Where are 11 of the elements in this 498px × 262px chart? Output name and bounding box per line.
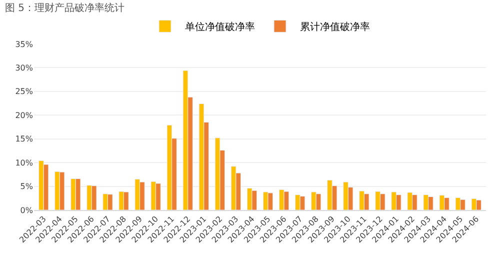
y-tick-label: 10% bbox=[15, 158, 34, 168]
y-tick-label: 15% bbox=[15, 134, 34, 144]
y-tick-label: 35% bbox=[15, 40, 34, 49]
y-tick-label: 5% bbox=[20, 182, 34, 192]
y-tick-label: 25% bbox=[15, 87, 34, 96]
legend-label: 单位净值破净率 bbox=[185, 21, 255, 34]
y-tick-label: 30% bbox=[15, 64, 34, 73]
chart-title: 图 5：理财产品破净率统计 bbox=[4, 2, 125, 14]
y-tick-label: 20% bbox=[15, 110, 34, 120]
y-tick-label: 0% bbox=[20, 206, 34, 215]
legend-label: 累计净值破净率 bbox=[300, 21, 370, 34]
